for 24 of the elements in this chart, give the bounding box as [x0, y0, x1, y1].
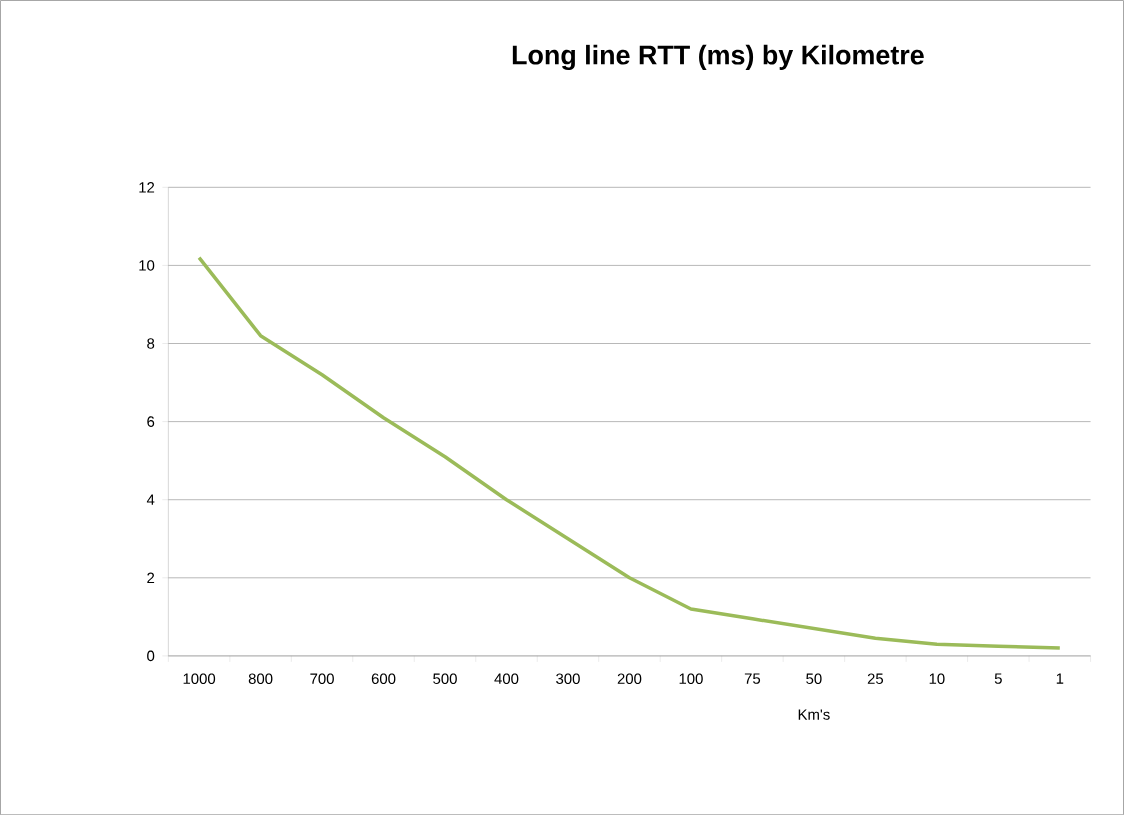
x-tick-label: 600: [371, 673, 396, 684]
y-tick-label: 10: [139, 260, 155, 271]
x-tick-label: 800: [248, 673, 273, 684]
x-tick-label: 100: [679, 673, 703, 684]
x-axis-title: Km's: [798, 709, 830, 720]
y-tick-label: 4: [146, 494, 155, 505]
x-tick-label: 1: [1056, 673, 1064, 684]
y-tick-label: 2: [147, 572, 155, 583]
x-tick-label: 25: [867, 673, 884, 684]
x-tick-label: 1000: [183, 673, 216, 684]
y-tick-label: 12: [139, 181, 155, 193]
x-tick-label: 75: [744, 673, 761, 684]
x-tick-label: 500: [433, 673, 457, 684]
x-tick-label: 50: [806, 673, 822, 684]
x-tick-label: 400: [494, 673, 519, 684]
x-tick-label: 700: [310, 673, 334, 684]
y-tick-label: 6: [147, 416, 155, 427]
x-tick-label: 300: [556, 673, 580, 684]
chart-title: Long line RTT (ms) by Kilometre: [512, 44, 924, 70]
y-tick-label: 8: [147, 338, 155, 349]
x-tick-label: 200: [617, 673, 642, 684]
x-tick-label: 5: [994, 673, 1002, 684]
x-tick-label: 10: [929, 673, 945, 684]
y-tick-label: 0: [147, 650, 155, 662]
